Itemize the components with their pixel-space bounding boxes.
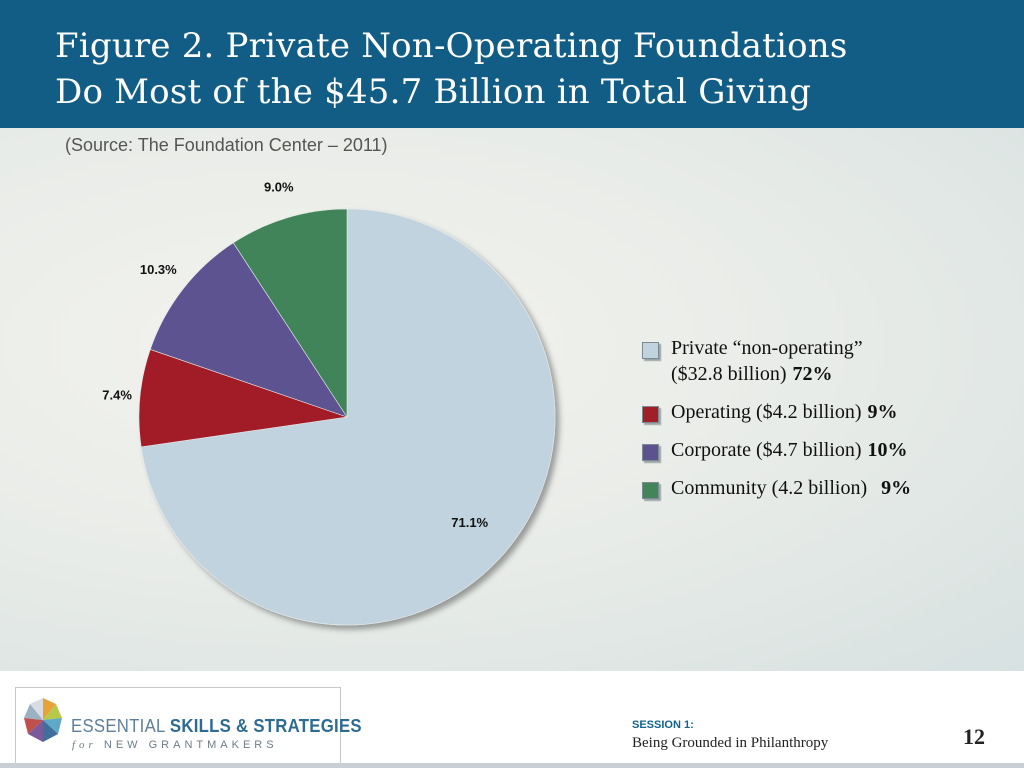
legend-swatch-corporate (642, 444, 659, 461)
logo-text: ESSENTIAL SKILLS & STRATEGIES (71, 716, 362, 737)
legend-label-corporate: Corporate ($4.7 billion) (671, 439, 862, 461)
logo-subtext: for NEW GRANTMAKERS (72, 739, 278, 751)
source-note: (Source: The Foundation Center – 2011) (65, 135, 388, 155)
legend-item-corporate: Corporate ($4.7 billion) 10% (640, 437, 1000, 463)
legend-pct-private: 72% (792, 363, 833, 385)
legend-item-community: Community (4.2 billion) 9% (640, 475, 1000, 501)
legend-pct-corporate: 10% (867, 439, 908, 461)
footer-divider (0, 763, 1024, 768)
logo-text-skills: SKILLS & STRATEGIES (169, 716, 362, 736)
pie-chart: 71.1% 7.4% 10.3% 9.0% (102, 180, 556, 626)
pie-label-private-non-operating: 71.1% (451, 515, 488, 530)
legend-item-operating: Operating ($4.2 billion) 9% (640, 399, 1000, 425)
title-banner: Figure 2. Private Non-Operating Foundati… (0, 0, 1024, 128)
page-number: 12 (963, 724, 985, 749)
legend-swatch-community (642, 482, 659, 499)
legend-label-private: Private “non-operating” (671, 337, 863, 359)
legend-item-private: Private “non-operating” ($32.8 billion) 7… (640, 335, 1000, 387)
logo-text-for: for (72, 739, 97, 751)
pie-label-operating: 7.4% (102, 388, 132, 403)
session-label: SESSION 1: (632, 719, 694, 731)
chart-legend: Private “non-operating” ($32.8 billion) 7… (640, 335, 1000, 513)
legend-pct-community: 9% (881, 477, 912, 499)
legend-swatch-operating (642, 406, 659, 423)
legend-pct-operating: 9% (867, 401, 898, 423)
pie-slice-corporate (149, 242, 348, 418)
legend-swatch-private (642, 342, 659, 359)
pie-label-community: 9.0% (264, 180, 294, 195)
pie-slice-operating (138, 349, 348, 448)
legend-label-operating: Operating ($4.2 billion) (671, 401, 862, 423)
pie-label-corporate: 10.3% (140, 262, 177, 277)
slide-title-line-1: Figure 2. Private Non-Operating Foundati… (55, 26, 848, 66)
logo-aperture-icon (24, 698, 62, 742)
logo-text-grantmakers: NEW GRANTMAKERS (103, 739, 278, 751)
logo: ESSENTIAL SKILLS & STRATEGIES for NEW GR… (15, 687, 362, 764)
pie-slice-private-non-operating (140, 208, 556, 626)
legend-label-private-amount: ($32.8 billion) (671, 363, 787, 385)
session-title: Being Grounded in Philanthropy (632, 735, 829, 751)
logo-text-essential: ESSENTIAL (71, 716, 170, 736)
legend-label-community: Community (4.2 billion) (671, 477, 868, 499)
slide-title-line-2: Do Most of the $45.7 Billion in Total Gi… (55, 72, 812, 112)
pie-slice-community (232, 208, 348, 419)
